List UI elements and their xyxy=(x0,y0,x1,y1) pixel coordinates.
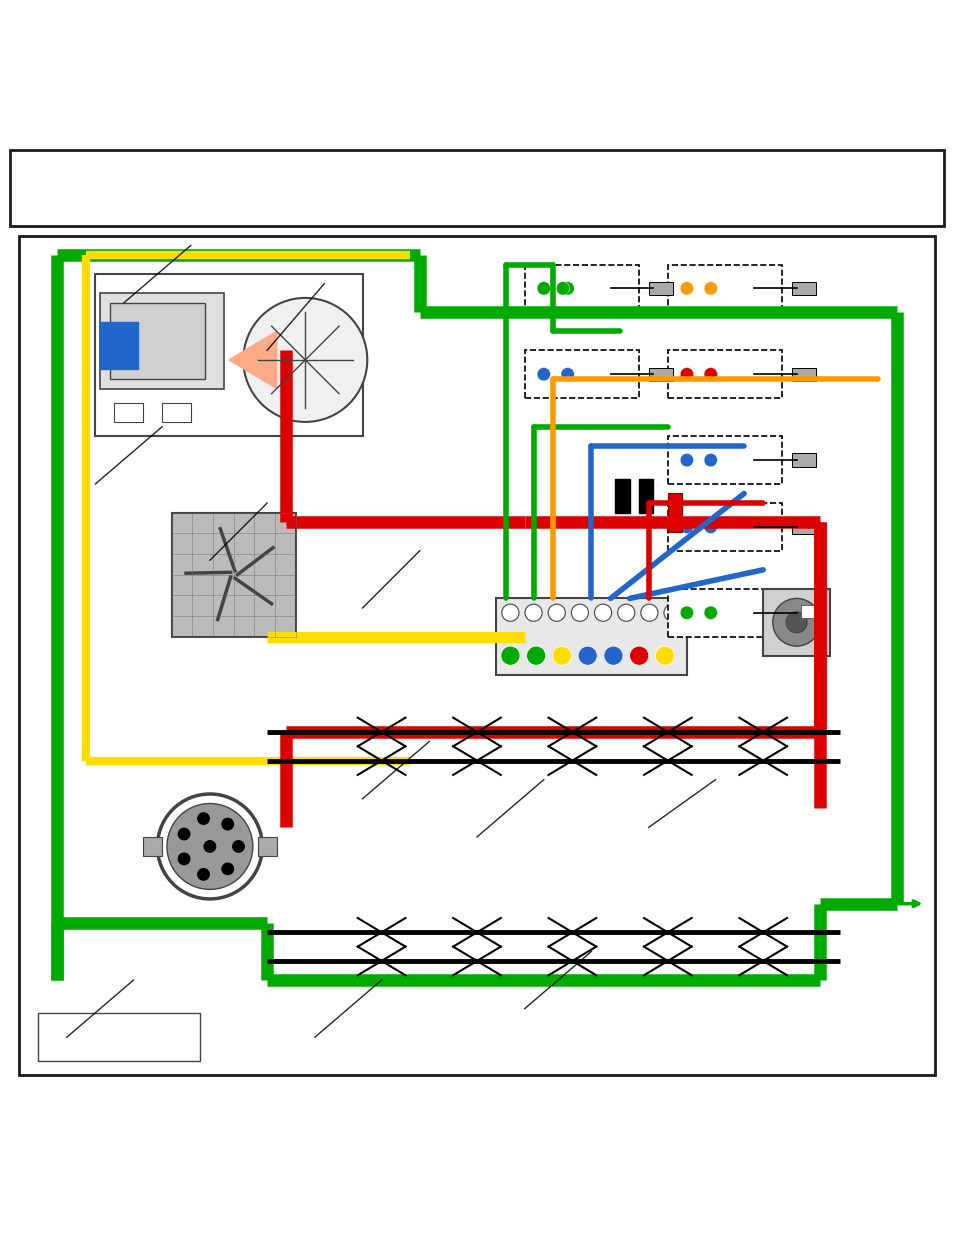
Bar xyxy=(648,282,672,295)
Bar xyxy=(10,149,943,226)
Bar xyxy=(791,453,815,467)
Circle shape xyxy=(679,453,693,467)
Bar xyxy=(19,236,934,1076)
Bar xyxy=(162,403,191,422)
Circle shape xyxy=(560,282,574,295)
Bar xyxy=(172,513,295,636)
Circle shape xyxy=(571,604,588,621)
Circle shape xyxy=(703,368,717,380)
Bar xyxy=(110,303,205,379)
Circle shape xyxy=(594,604,611,621)
Circle shape xyxy=(233,841,244,852)
Bar xyxy=(524,264,639,312)
Bar xyxy=(143,837,162,856)
Circle shape xyxy=(679,282,693,295)
Circle shape xyxy=(679,606,693,620)
Bar xyxy=(615,479,629,513)
Circle shape xyxy=(204,841,215,852)
Circle shape xyxy=(500,646,519,666)
Circle shape xyxy=(222,863,233,874)
Circle shape xyxy=(501,604,518,621)
Circle shape xyxy=(167,804,253,889)
Circle shape xyxy=(197,813,209,824)
Circle shape xyxy=(556,282,569,295)
Circle shape xyxy=(772,599,820,646)
Bar xyxy=(95,274,362,436)
Bar xyxy=(791,606,815,620)
Bar xyxy=(667,589,781,636)
Circle shape xyxy=(703,520,717,534)
Circle shape xyxy=(537,368,550,380)
Circle shape xyxy=(640,604,658,621)
Circle shape xyxy=(603,646,622,666)
Circle shape xyxy=(178,829,190,840)
Bar xyxy=(648,368,672,380)
Bar xyxy=(100,322,138,369)
Circle shape xyxy=(548,604,565,621)
Circle shape xyxy=(222,819,233,830)
Bar xyxy=(667,351,781,398)
Circle shape xyxy=(785,611,806,632)
Bar xyxy=(257,837,276,856)
Circle shape xyxy=(552,646,571,666)
Bar xyxy=(801,605,813,618)
Circle shape xyxy=(524,604,541,621)
Circle shape xyxy=(679,368,693,380)
Bar xyxy=(762,589,829,656)
Bar xyxy=(524,351,639,398)
Circle shape xyxy=(629,646,648,666)
Circle shape xyxy=(679,520,693,534)
Bar xyxy=(639,479,653,513)
Bar xyxy=(496,599,686,674)
Circle shape xyxy=(157,794,262,899)
Circle shape xyxy=(703,453,717,467)
Bar xyxy=(791,282,815,295)
Bar xyxy=(667,264,781,312)
Circle shape xyxy=(178,853,190,864)
Circle shape xyxy=(703,606,717,620)
Circle shape xyxy=(537,282,550,295)
Circle shape xyxy=(526,646,545,666)
Bar xyxy=(791,368,815,380)
Bar xyxy=(667,494,681,531)
Bar xyxy=(114,403,143,422)
Bar xyxy=(667,503,781,551)
Bar xyxy=(667,436,781,484)
Bar xyxy=(100,293,224,389)
Circle shape xyxy=(243,298,367,422)
Circle shape xyxy=(655,646,674,666)
Bar xyxy=(38,1014,200,1061)
Circle shape xyxy=(578,646,597,666)
Polygon shape xyxy=(229,331,276,389)
Circle shape xyxy=(617,604,634,621)
Circle shape xyxy=(663,604,680,621)
Circle shape xyxy=(197,868,209,881)
Bar xyxy=(791,520,815,534)
Circle shape xyxy=(703,282,717,295)
Circle shape xyxy=(560,368,574,380)
